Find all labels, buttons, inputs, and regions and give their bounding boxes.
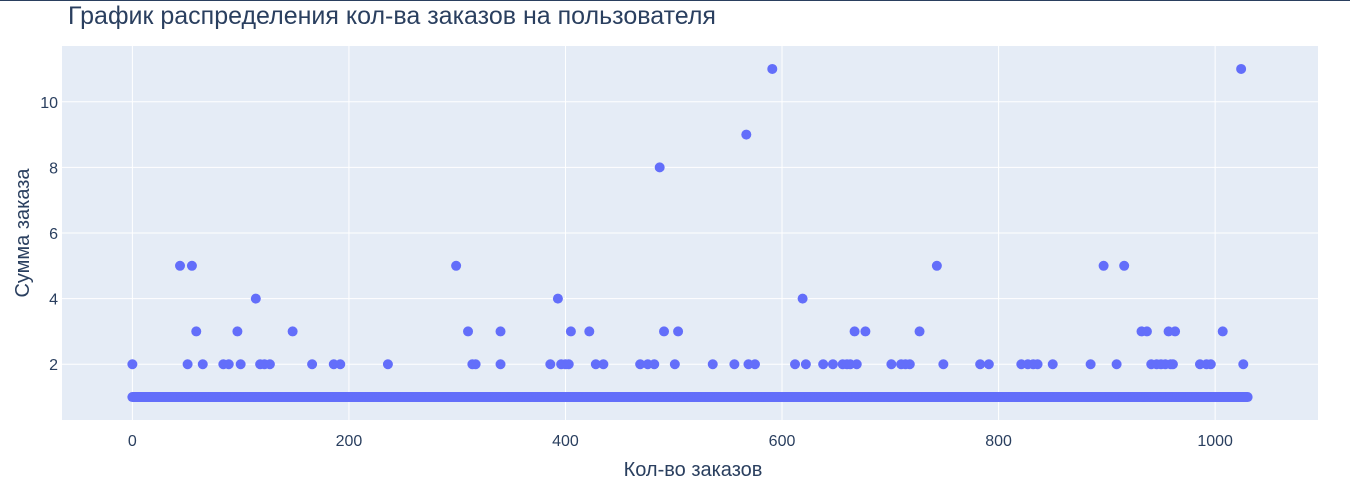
data-point	[182, 359, 193, 370]
data-point	[127, 359, 138, 370]
data-point	[659, 326, 670, 337]
data-point	[223, 359, 234, 370]
data-point	[1167, 359, 1178, 370]
data-point	[707, 359, 718, 370]
x-tick-label: 800	[985, 433, 1012, 450]
data-point	[800, 359, 811, 370]
x-tick-label: 0	[128, 433, 137, 450]
data-point	[235, 359, 246, 370]
data-point	[741, 129, 752, 140]
y-tick-label: 2	[49, 357, 58, 374]
data-point	[1098, 260, 1109, 271]
x-axis-title: Кол-во заказов	[624, 459, 763, 480]
data-point	[382, 359, 393, 370]
data-point	[635, 359, 646, 370]
data-point	[1047, 359, 1058, 370]
data-point	[545, 359, 556, 370]
data-point	[827, 359, 838, 370]
data-point	[886, 359, 897, 370]
data-point	[673, 326, 684, 337]
data-point	[654, 162, 665, 173]
data-point	[197, 359, 208, 370]
data-point	[463, 326, 474, 337]
data-point	[818, 359, 829, 370]
data-point	[335, 359, 346, 370]
data-point	[1242, 392, 1253, 403]
data-point	[649, 359, 660, 370]
data-point	[1085, 359, 1096, 370]
data-point	[563, 359, 574, 370]
data-point	[931, 260, 942, 271]
data-point	[175, 260, 186, 271]
x-tick-label: 400	[552, 433, 579, 450]
data-point	[767, 63, 778, 74]
data-point	[849, 326, 860, 337]
data-points	[127, 63, 1253, 403]
data-point	[860, 326, 871, 337]
data-point	[1217, 326, 1228, 337]
data-point	[914, 326, 925, 337]
data-point	[264, 359, 275, 370]
x-tick-label: 1000	[1197, 433, 1233, 450]
data-point	[749, 359, 760, 370]
data-point	[495, 326, 506, 337]
data-point	[1170, 326, 1181, 337]
data-point	[904, 359, 915, 370]
grid-lines	[62, 46, 1318, 420]
data-point	[552, 293, 563, 304]
data-point	[790, 359, 801, 370]
data-point	[938, 359, 949, 370]
top-border	[0, 0, 1350, 1]
data-point	[983, 359, 994, 370]
data-point	[1141, 326, 1152, 337]
x-tick-label: 200	[336, 433, 363, 450]
data-point	[1205, 359, 1216, 370]
data-point	[669, 359, 680, 370]
y-tick-label: 6	[49, 226, 58, 243]
data-point	[232, 326, 243, 337]
data-point	[975, 359, 986, 370]
data-point	[191, 326, 202, 337]
data-point	[797, 293, 808, 304]
y-axis-title: Сумма заказа	[12, 168, 34, 298]
x-tick-label: 600	[769, 433, 796, 450]
data-point	[250, 293, 261, 304]
data-point	[470, 359, 481, 370]
data-point	[584, 326, 595, 337]
y-tick-label: 4	[49, 292, 58, 309]
y-tick-label: 8	[49, 160, 58, 177]
data-point	[851, 359, 862, 370]
data-point	[590, 359, 601, 370]
y-tick-label: 10	[40, 95, 58, 112]
tick-labels: 0 200 400 600 800 1000 2 4 6 8 10	[40, 95, 1233, 450]
data-point	[598, 359, 609, 370]
data-point	[287, 326, 298, 337]
data-point	[1238, 359, 1249, 370]
data-point	[1032, 359, 1043, 370]
data-point	[1119, 260, 1130, 271]
data-point	[1236, 63, 1247, 74]
data-point	[565, 326, 576, 337]
data-point	[1111, 359, 1122, 370]
data-point	[307, 359, 318, 370]
data-point	[495, 359, 506, 370]
data-point	[451, 260, 462, 271]
data-point	[729, 359, 740, 370]
data-point	[186, 260, 197, 271]
chart-title: График распределения кол-ва заказов на п…	[68, 2, 716, 30]
